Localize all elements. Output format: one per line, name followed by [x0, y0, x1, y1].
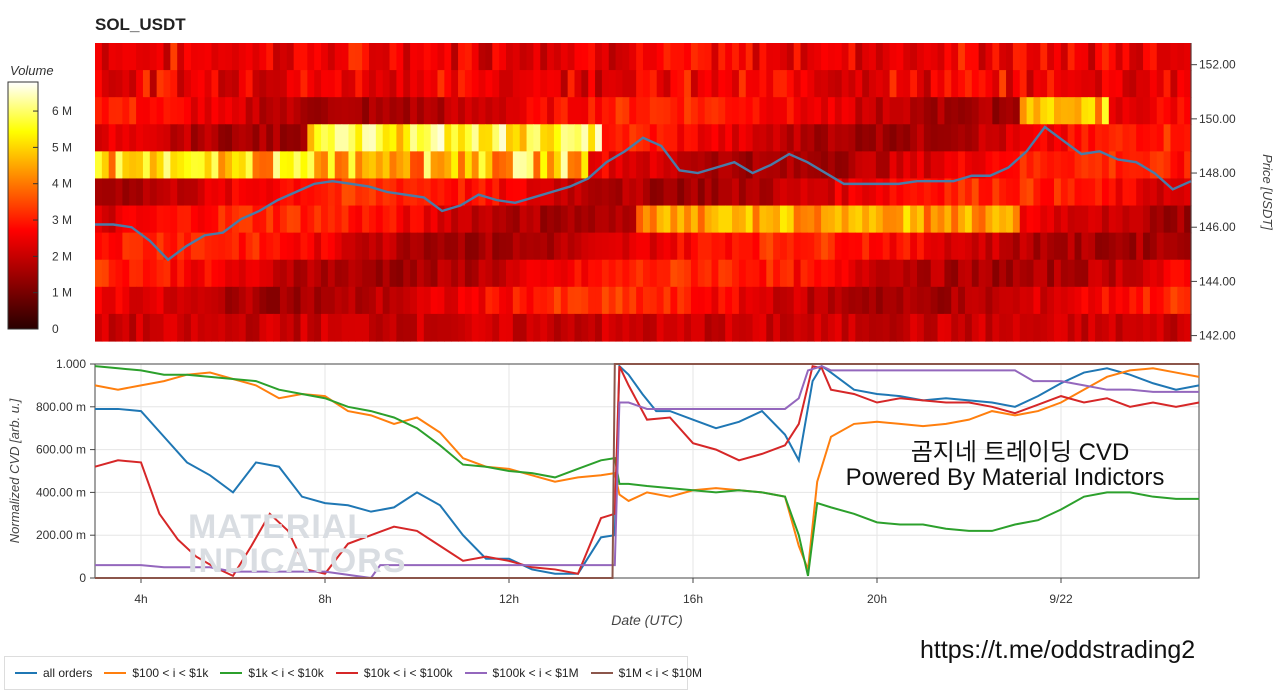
- x-tick-label: 9/22: [1049, 592, 1073, 606]
- price-tick-label: 152.00: [1199, 58, 1236, 72]
- colorbar-tick-label: 6 M: [52, 104, 72, 118]
- y-tick-label: 600.00 m: [36, 443, 86, 457]
- x-tick-label: 20h: [867, 592, 887, 606]
- y-axis-label: Normalized CVD [arb. u.]: [7, 398, 22, 543]
- heatmap-chart: 142.00 144.00 146.00 148.00 150.00 152.00 Pric…: [7, 43, 1275, 343]
- watermark-line1: MATERIAL: [188, 508, 370, 546]
- colorbar-tick-label: 2 M: [52, 249, 72, 263]
- x-tick-label: 8h: [318, 592, 331, 606]
- price-tick-label: 146.00: [1199, 220, 1236, 234]
- x-tick-label: 4h: [134, 592, 147, 606]
- legend-label: $10k < i < $100k: [363, 666, 453, 680]
- legend-item[interactable]: $100k < i < $1M: [464, 666, 579, 680]
- series-line-5: [95, 363, 1199, 579]
- colorbar: [7, 81, 39, 330]
- price-tick-label: 142.00: [1199, 329, 1236, 343]
- x-axis-label: Date (UTC): [611, 612, 683, 628]
- overlay-title: 곰지네 트레이딩 CVD: [910, 439, 1130, 466]
- y-tick-label: 200.00 m: [36, 528, 86, 542]
- x-tick-label: 12h: [499, 592, 519, 606]
- legend-label: $1k < i < $10k: [248, 666, 324, 680]
- legend-label: $100k < i < $1M: [492, 666, 579, 680]
- colorbar-tick-label: 0: [52, 322, 59, 336]
- y-tick-label: 0: [79, 571, 86, 585]
- price-tick-label: 144.00: [1199, 274, 1236, 288]
- legend-label: $100 < i < $1k: [132, 666, 209, 680]
- colorbar-title: Volume: [10, 63, 54, 78]
- legend-swatch: [335, 672, 358, 674]
- telegram-link[interactable]: https://t.me/oddstrading2: [920, 636, 1196, 664]
- price-tick-label: 150.00: [1199, 112, 1236, 126]
- y-tick-label: 1.000: [56, 357, 86, 371]
- series-line-4: [95, 365, 1199, 580]
- legend-label: all orders: [43, 666, 93, 680]
- overlay-subtitle: Powered By Material Indictors: [845, 464, 1165, 491]
- colorbar-tick-label: 5 M: [52, 140, 72, 154]
- price-line: [95, 125, 1192, 262]
- y-tick-label: 800.00 m: [36, 400, 86, 414]
- colorbar-tick-label: 1 M: [52, 286, 72, 300]
- chart-title: SOL_USDT: [95, 15, 186, 34]
- legend-item[interactable]: $1M < i < $10M: [590, 666, 702, 680]
- series-line-3: [94, 364, 1200, 578]
- series-line-2: [94, 365, 1199, 577]
- legend-item[interactable]: all orders: [15, 666, 92, 680]
- watermark-line2: INDICATORS: [188, 542, 407, 580]
- legend-swatch: [104, 672, 127, 674]
- legend-item[interactable]: $10k < i < $100k: [335, 666, 453, 680]
- price-tick-label: 148.00: [1199, 166, 1236, 180]
- y-tick-label: 400.00 m: [36, 485, 86, 499]
- legend: all orders $100 < i < $1k $1k < i < $10k $1…: [4, 656, 702, 690]
- legend-item[interactable]: $100 < i < $1k: [104, 666, 208, 680]
- colorbar-tick-label: 3 M: [52, 213, 72, 227]
- price-axis-label: Price [USDT]: [1260, 154, 1275, 230]
- legend-item[interactable]: $1k < i < $10k: [220, 666, 324, 680]
- legend-swatch: [220, 672, 243, 674]
- legend-swatch: [15, 672, 37, 674]
- legend-swatch: [590, 672, 613, 674]
- legend-label: $1M < i < $10M: [618, 666, 702, 680]
- colorbar-tick-label: 4 M: [52, 177, 72, 191]
- series-line-1: [94, 367, 1200, 570]
- x-tick-label: 16h: [683, 592, 703, 606]
- legend-swatch: [464, 672, 487, 674]
- series-line-0: [95, 363, 1200, 575]
- heatmap-cells: [95, 43, 1192, 342]
